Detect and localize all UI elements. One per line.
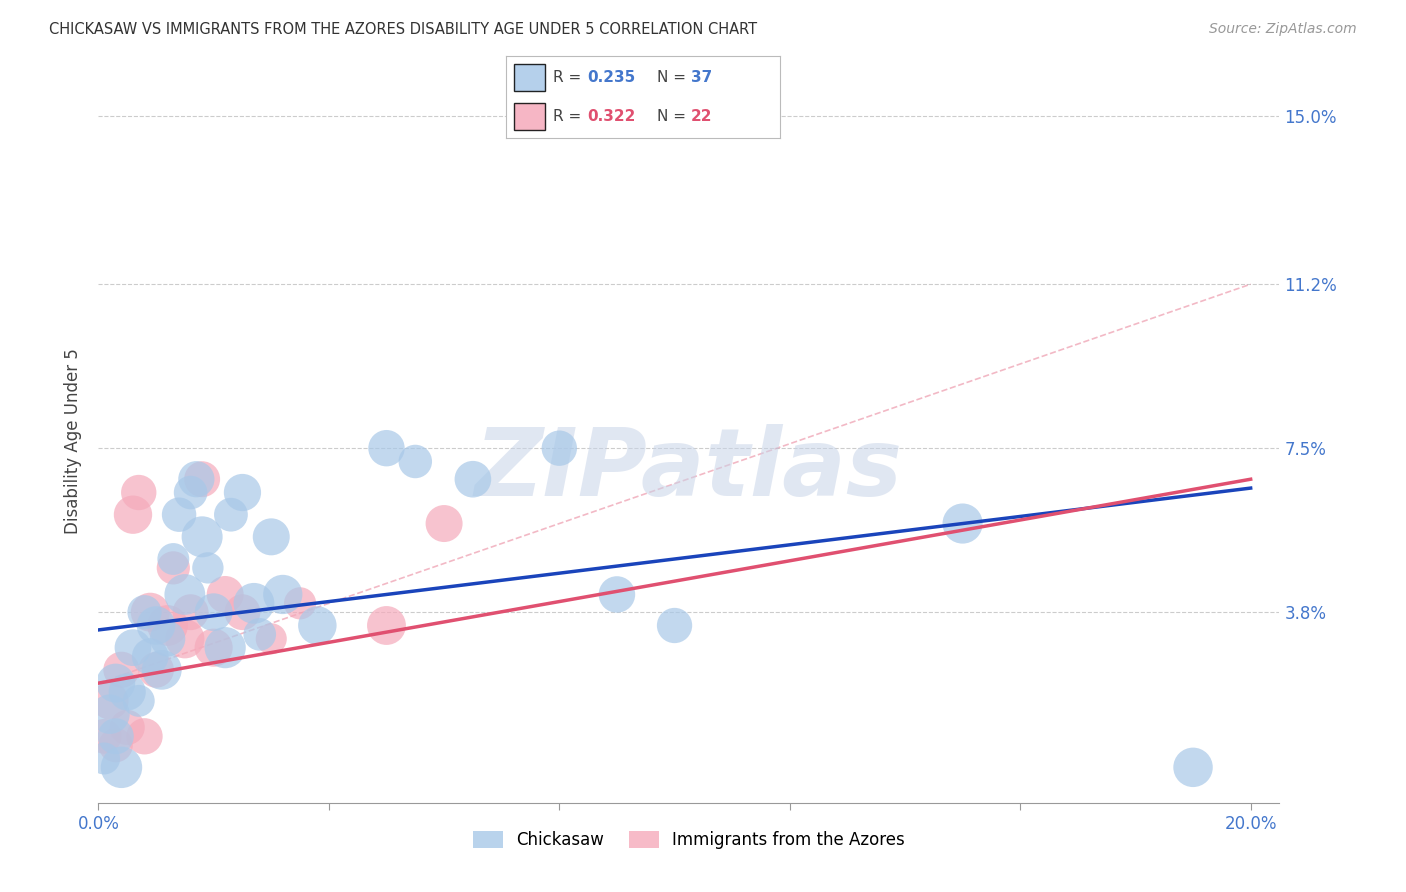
Point: [231, 605, 253, 619]
Point: [219, 508, 242, 522]
Point: [115, 721, 138, 735]
Point: [180, 605, 202, 619]
Point: [150, 663, 173, 677]
Text: 0.235: 0.235: [588, 70, 636, 86]
Point: [186, 472, 208, 486]
Point: [173, 587, 195, 601]
Point: [173, 632, 195, 646]
Point: [202, 605, 225, 619]
Point: [375, 618, 398, 632]
Point: [145, 663, 167, 677]
Point: [271, 587, 294, 601]
Point: [433, 516, 456, 531]
Point: [156, 618, 179, 632]
FancyBboxPatch shape: [515, 64, 544, 92]
Point: [167, 508, 190, 522]
Point: [375, 441, 398, 455]
Point: [162, 561, 184, 575]
Point: [139, 605, 162, 619]
Point: [98, 707, 121, 722]
Point: [307, 618, 329, 632]
Text: R =: R =: [553, 70, 586, 86]
Point: [197, 561, 219, 575]
Text: ZIPatlas: ZIPatlas: [475, 425, 903, 516]
Point: [202, 640, 225, 655]
Point: [93, 751, 115, 765]
Text: 0.322: 0.322: [588, 109, 636, 124]
Text: 37: 37: [692, 70, 713, 86]
Y-axis label: Disability Age Under 5: Disability Age Under 5: [63, 349, 82, 534]
Text: CHICKASAW VS IMMIGRANTS FROM THE AZORES DISABILITY AGE UNDER 5 CORRELATION CHART: CHICKASAW VS IMMIGRANTS FROM THE AZORES …: [49, 22, 758, 37]
Point: [134, 605, 156, 619]
Point: [104, 738, 127, 752]
Point: [110, 760, 132, 774]
Point: [122, 508, 145, 522]
Point: [139, 649, 162, 664]
Point: [214, 587, 236, 601]
Point: [110, 663, 132, 677]
Point: [1182, 760, 1205, 774]
Point: [104, 676, 127, 690]
Point: [162, 552, 184, 566]
Point: [243, 596, 266, 610]
Text: N =: N =: [657, 109, 690, 124]
Point: [664, 618, 686, 632]
Text: R =: R =: [553, 109, 586, 124]
Point: [231, 485, 253, 500]
Point: [606, 587, 628, 601]
Point: [260, 632, 283, 646]
Point: [191, 472, 214, 486]
FancyBboxPatch shape: [515, 103, 544, 130]
Point: [98, 694, 121, 708]
Point: [93, 729, 115, 743]
Point: [128, 485, 150, 500]
Point: [191, 530, 214, 544]
Point: [249, 627, 271, 641]
Point: [104, 729, 127, 743]
Point: [288, 596, 311, 610]
Point: [128, 694, 150, 708]
Point: [214, 640, 236, 655]
Text: Source: ZipAtlas.com: Source: ZipAtlas.com: [1209, 22, 1357, 37]
Text: N =: N =: [657, 70, 690, 86]
Point: [404, 454, 426, 468]
Legend: Chickasaw, Immigrants from the Azores: Chickasaw, Immigrants from the Azores: [467, 824, 911, 856]
Point: [156, 632, 179, 646]
Point: [952, 516, 974, 531]
Point: [122, 640, 145, 655]
Point: [461, 472, 484, 486]
Point: [260, 530, 283, 544]
Point: [145, 618, 167, 632]
Point: [115, 685, 138, 699]
Point: [180, 485, 202, 500]
Text: 22: 22: [692, 109, 713, 124]
Point: [134, 729, 156, 743]
Point: [548, 441, 571, 455]
